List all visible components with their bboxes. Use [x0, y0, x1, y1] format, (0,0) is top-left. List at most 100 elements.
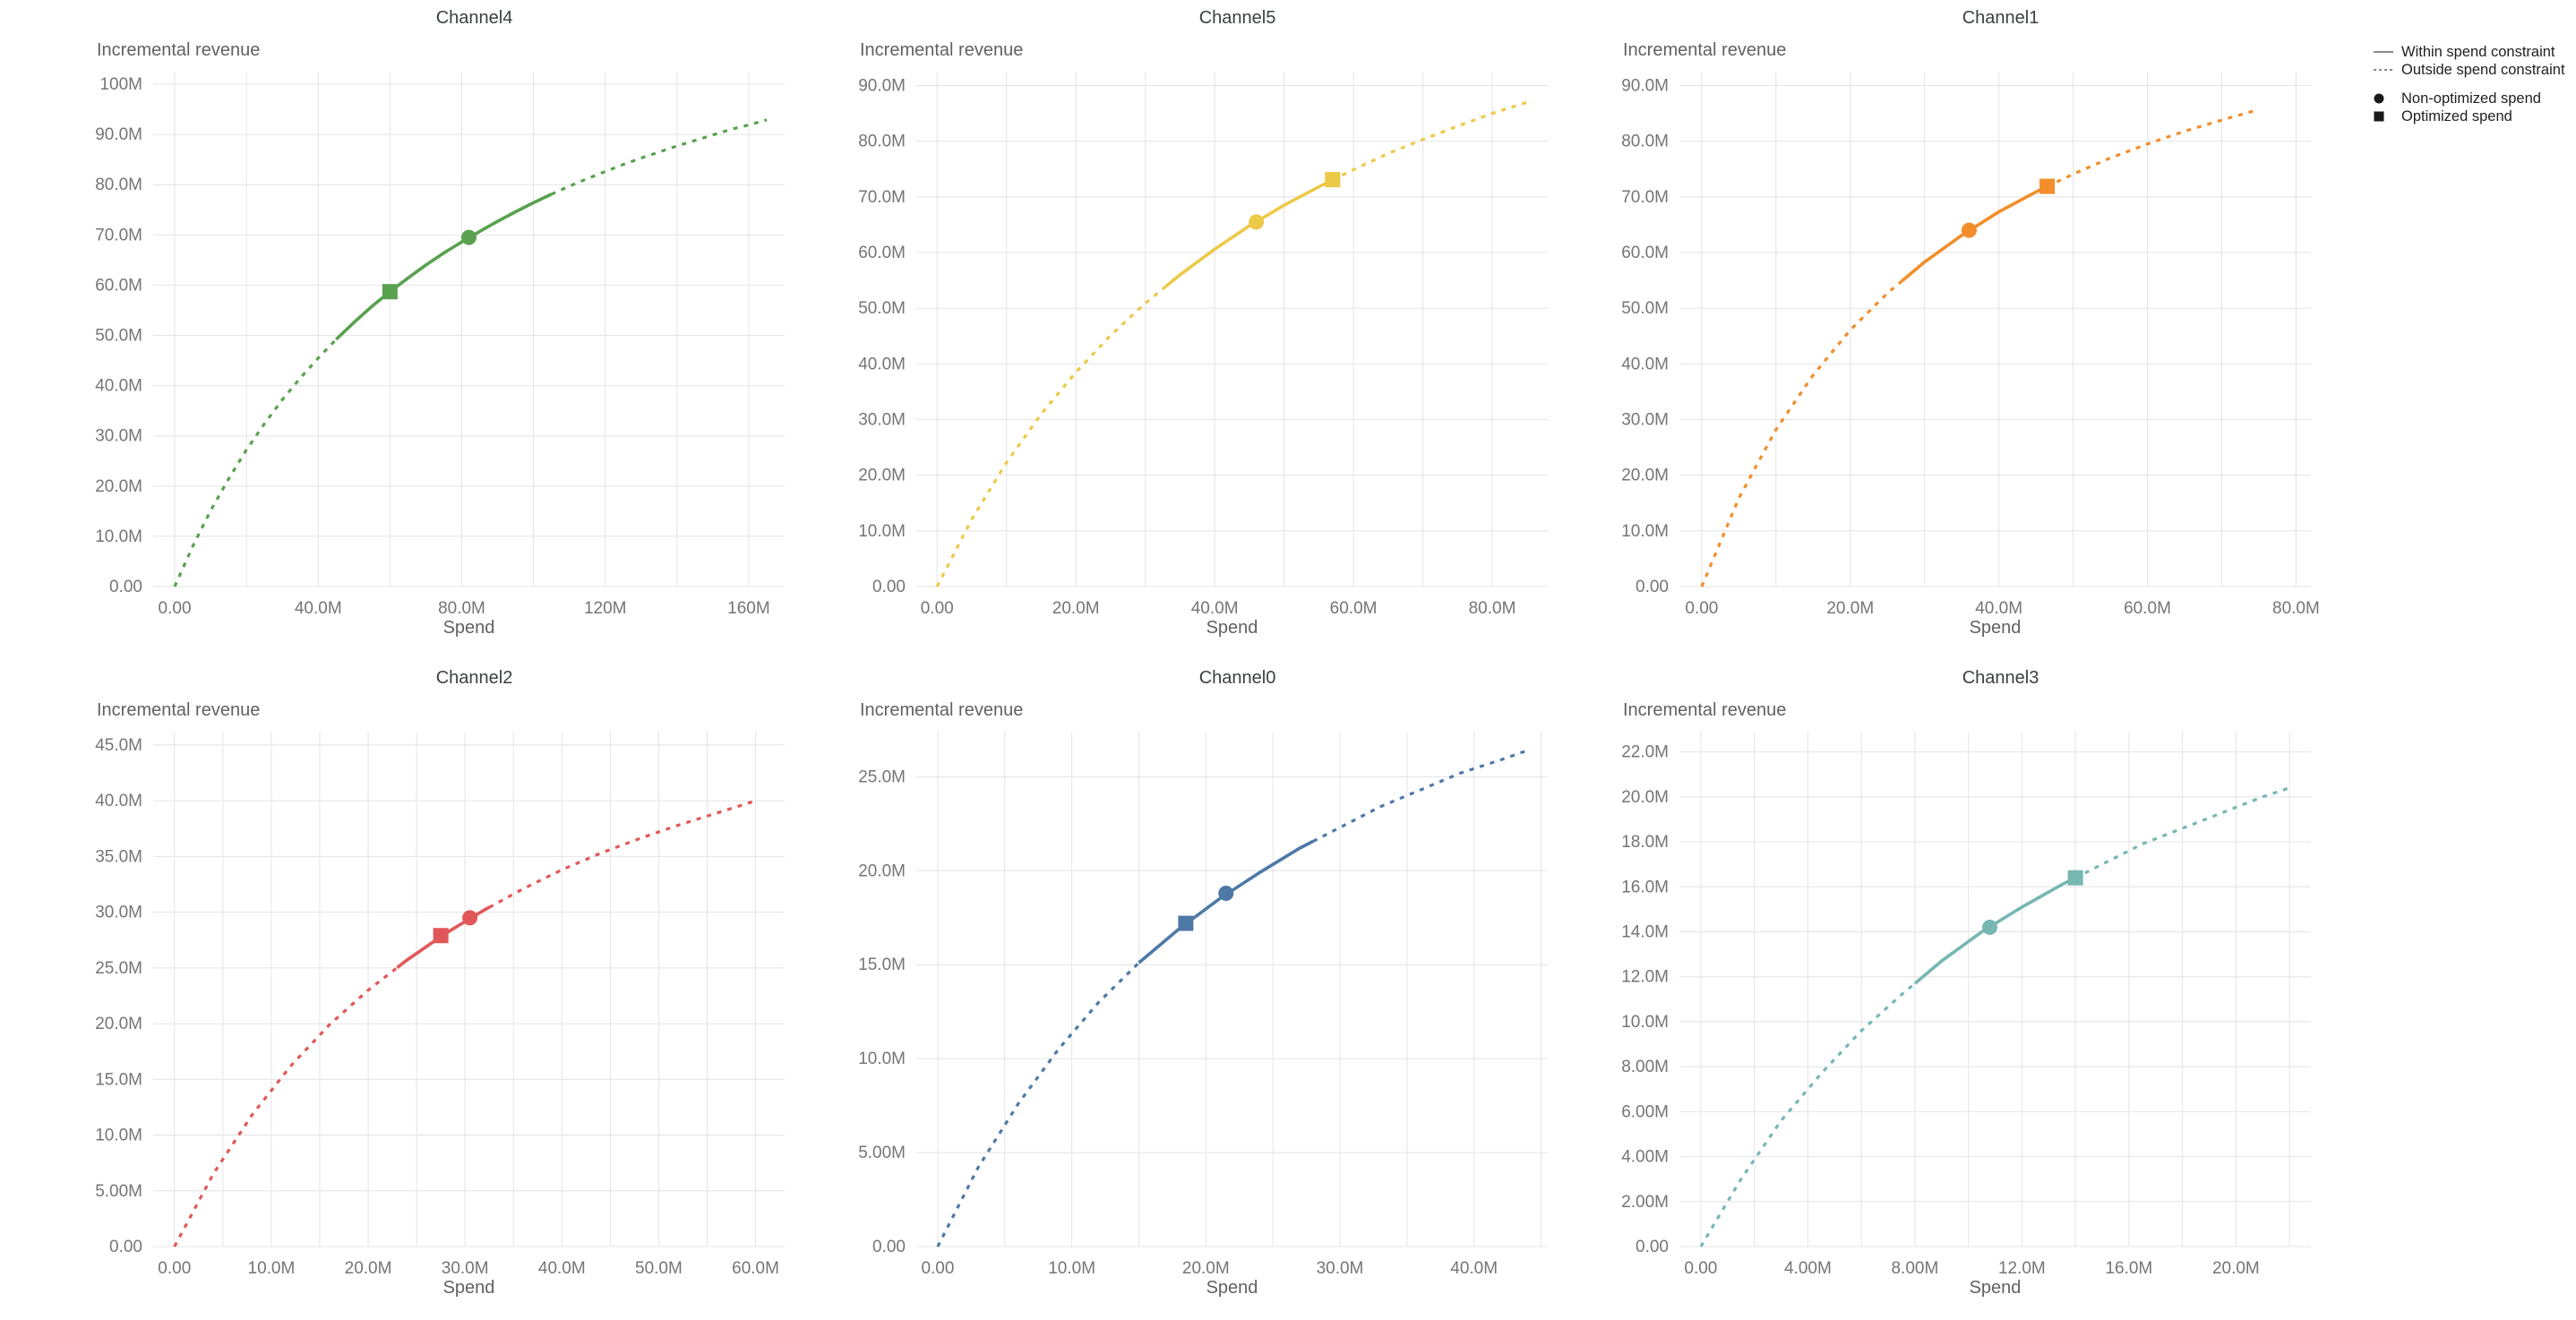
svg-text:40.0M: 40.0M: [1191, 599, 1239, 618]
svg-text:10.0M: 10.0M: [95, 1127, 142, 1145]
svg-text:10.0M: 10.0M: [95, 527, 142, 546]
optimized-spend-marker: [2039, 178, 2056, 194]
svg-text:40.0M: 40.0M: [95, 792, 142, 810]
optimized-spend-marker: [433, 928, 449, 944]
svg-text:10.0M: 10.0M: [858, 1050, 906, 1068]
svg-text:80.0M: 80.0M: [858, 133, 906, 151]
non-optimized-spend-marker: [461, 229, 477, 245]
svg-text:15.0M: 15.0M: [858, 956, 906, 974]
response-curve-plot-channel3: 0.00 2.00M 4.00M 6.00M 8.00M 10.0M 12.0M 14.0M 1…: [1621, 732, 2311, 1298]
non-optimized-spend-marker: [1249, 214, 1265, 230]
svg-text:10.0M: 10.0M: [248, 1259, 296, 1278]
svg-text:Spend: Spend: [443, 1278, 495, 1298]
svg-text:Spend: Spend: [1206, 1278, 1258, 1298]
legend: Within spend constraint Outside spend co…: [2372, 43, 2574, 125]
svg-text:18.0M: 18.0M: [1621, 833, 1669, 852]
svg-text:50.0M: 50.0M: [858, 299, 906, 318]
y-axis-title: Incremental revenue: [1623, 40, 1787, 60]
y-axis-title: Incremental revenue: [1623, 700, 1787, 720]
svg-text:20.0M: 20.0M: [1621, 788, 1669, 807]
svg-text:60.0M: 60.0M: [732, 1259, 779, 1278]
chart-title: Channel4: [435, 8, 513, 28]
legend-label: Optimized spend: [2401, 107, 2512, 124]
svg-text:20.0M: 20.0M: [1052, 599, 1100, 618]
svg-text:45.0M: 45.0M: [95, 736, 142, 755]
svg-text:80.0M: 80.0M: [1621, 133, 1669, 151]
svg-text:Spend: Spend: [1206, 618, 1258, 638]
svg-text:60.0M: 60.0M: [2124, 599, 2171, 618]
response-curve-plot-channel4: 0.00 10.0M 20.0M 30.0M 40.0M 50.0M 60.0M 70.0M 8…: [95, 72, 785, 638]
svg-text:100M: 100M: [99, 75, 142, 94]
solid-line-icon: [2374, 51, 2393, 53]
svg-text:80.0M: 80.0M: [438, 599, 485, 618]
svg-text:Spend: Spend: [443, 618, 495, 638]
chart-title: Channel2: [435, 668, 513, 688]
svg-text:0.00: 0.00: [158, 1259, 191, 1278]
svg-text:8.00M: 8.00M: [1621, 1058, 1669, 1076]
legend-group-gap: [2372, 79, 2574, 90]
svg-text:12.0M: 12.0M: [1621, 968, 1669, 987]
chart-title: Channel5: [1198, 8, 1276, 28]
svg-text:Spend: Spend: [1970, 1278, 2022, 1298]
svg-text:20.0M: 20.0M: [2212, 1259, 2260, 1278]
svg-text:0.00: 0.00: [872, 1238, 906, 1256]
svg-text:90.0M: 90.0M: [1621, 77, 1669, 96]
legend-label: Outside spend constraint: [2401, 61, 2565, 78]
svg-text:40.0M: 40.0M: [858, 355, 906, 373]
svg-text:2.00M: 2.00M: [1621, 1193, 1669, 1212]
svg-text:40.0M: 40.0M: [1975, 599, 2022, 618]
svg-text:60.0M: 60.0M: [858, 244, 906, 262]
svg-text:8.00M: 8.00M: [1891, 1259, 1938, 1278]
svg-text:10.0M: 10.0M: [858, 522, 906, 541]
legend-item-optimized: Optimized spend: [2372, 107, 2574, 125]
optimized-spend-marker: [1325, 172, 1341, 188]
svg-text:80.0M: 80.0M: [95, 176, 142, 194]
svg-text:16.0M: 16.0M: [2105, 1259, 2152, 1278]
svg-text:80.0M: 80.0M: [2272, 599, 2320, 618]
svg-text:5.00M: 5.00M: [858, 1144, 906, 1162]
svg-text:40.0M: 40.0M: [95, 377, 142, 396]
response-curve-plot-channel1: 0.00 10.0M 20.0M 30.0M 40.0M 50.0M 60.0M 70.0M 8…: [1621, 72, 2320, 638]
dashed-line-icon: [2374, 69, 2393, 71]
circle-marker-icon: [2374, 93, 2384, 104]
svg-text:20.0M: 20.0M: [1621, 467, 1669, 485]
svg-text:15.0M: 15.0M: [95, 1070, 142, 1089]
svg-text:12.0M: 12.0M: [1998, 1259, 2046, 1278]
svg-text:30.0M: 30.0M: [95, 427, 142, 446]
response-curve-plot-channel5: 0.00 10.0M 20.0M 30.0M 40.0M 50.0M 60.0M 70.0M 8…: [858, 72, 1548, 638]
non-optimized-spend-marker: [462, 910, 478, 926]
response-curve-plot-channel2: 0.00 5.00M 10.0M 15.0M 20.0M 25.0M 30.0M 35.0M 4…: [95, 732, 785, 1298]
svg-text:5.00M: 5.00M: [95, 1182, 142, 1201]
chart-channel4: Channel4 Incremental revenue 0.00 10.0M 20…: [50, 0, 813, 660]
legend-label: Within spend constraint: [2401, 43, 2555, 60]
svg-text:35.0M: 35.0M: [95, 847, 142, 866]
svg-text:20.0M: 20.0M: [95, 477, 142, 496]
chart-channel0: Channel0 Incremental revenue 0.00 5.00M 10…: [813, 660, 1576, 1320]
svg-text:10.0M: 10.0M: [1621, 522, 1669, 541]
svg-text:25.0M: 25.0M: [95, 959, 142, 978]
svg-text:14.0M: 14.0M: [1621, 922, 1669, 941]
svg-text:6.00M: 6.00M: [1621, 1102, 1669, 1121]
non-optimized-spend-marker: [1982, 919, 1998, 935]
chart-title: Channel1: [1962, 8, 2039, 28]
chart-title: Channel0: [1198, 668, 1276, 688]
svg-text:70.0M: 70.0M: [1621, 188, 1669, 207]
svg-text:80.0M: 80.0M: [1469, 599, 1516, 618]
legend-item-non-optimized: Non-optimized spend: [2372, 90, 2574, 107]
svg-text:22.0M: 22.0M: [1621, 743, 1669, 762]
svg-text:16.0M: 16.0M: [1621, 878, 1669, 896]
svg-text:0.00: 0.00: [921, 599, 954, 618]
svg-text:0.00: 0.00: [109, 1238, 142, 1256]
legend-item-within-constraint: Within spend constraint: [2372, 43, 2574, 61]
svg-text:0.00: 0.00: [1685, 599, 1718, 618]
chart-title: Channel3: [1962, 668, 2039, 688]
svg-text:40.0M: 40.0M: [538, 1259, 586, 1278]
svg-text:30.0M: 30.0M: [858, 411, 906, 430]
y-axis-title: Incremental revenue: [97, 700, 261, 720]
svg-text:20.0M: 20.0M: [1182, 1259, 1230, 1278]
svg-text:40.0M: 40.0M: [1621, 355, 1669, 373]
chart-channel1: Channel1 Incremental revenue 0.00 10.0M 20…: [1576, 0, 2340, 660]
y-axis-title: Incremental revenue: [860, 40, 1024, 60]
optimized-spend-marker: [1178, 915, 1194, 931]
